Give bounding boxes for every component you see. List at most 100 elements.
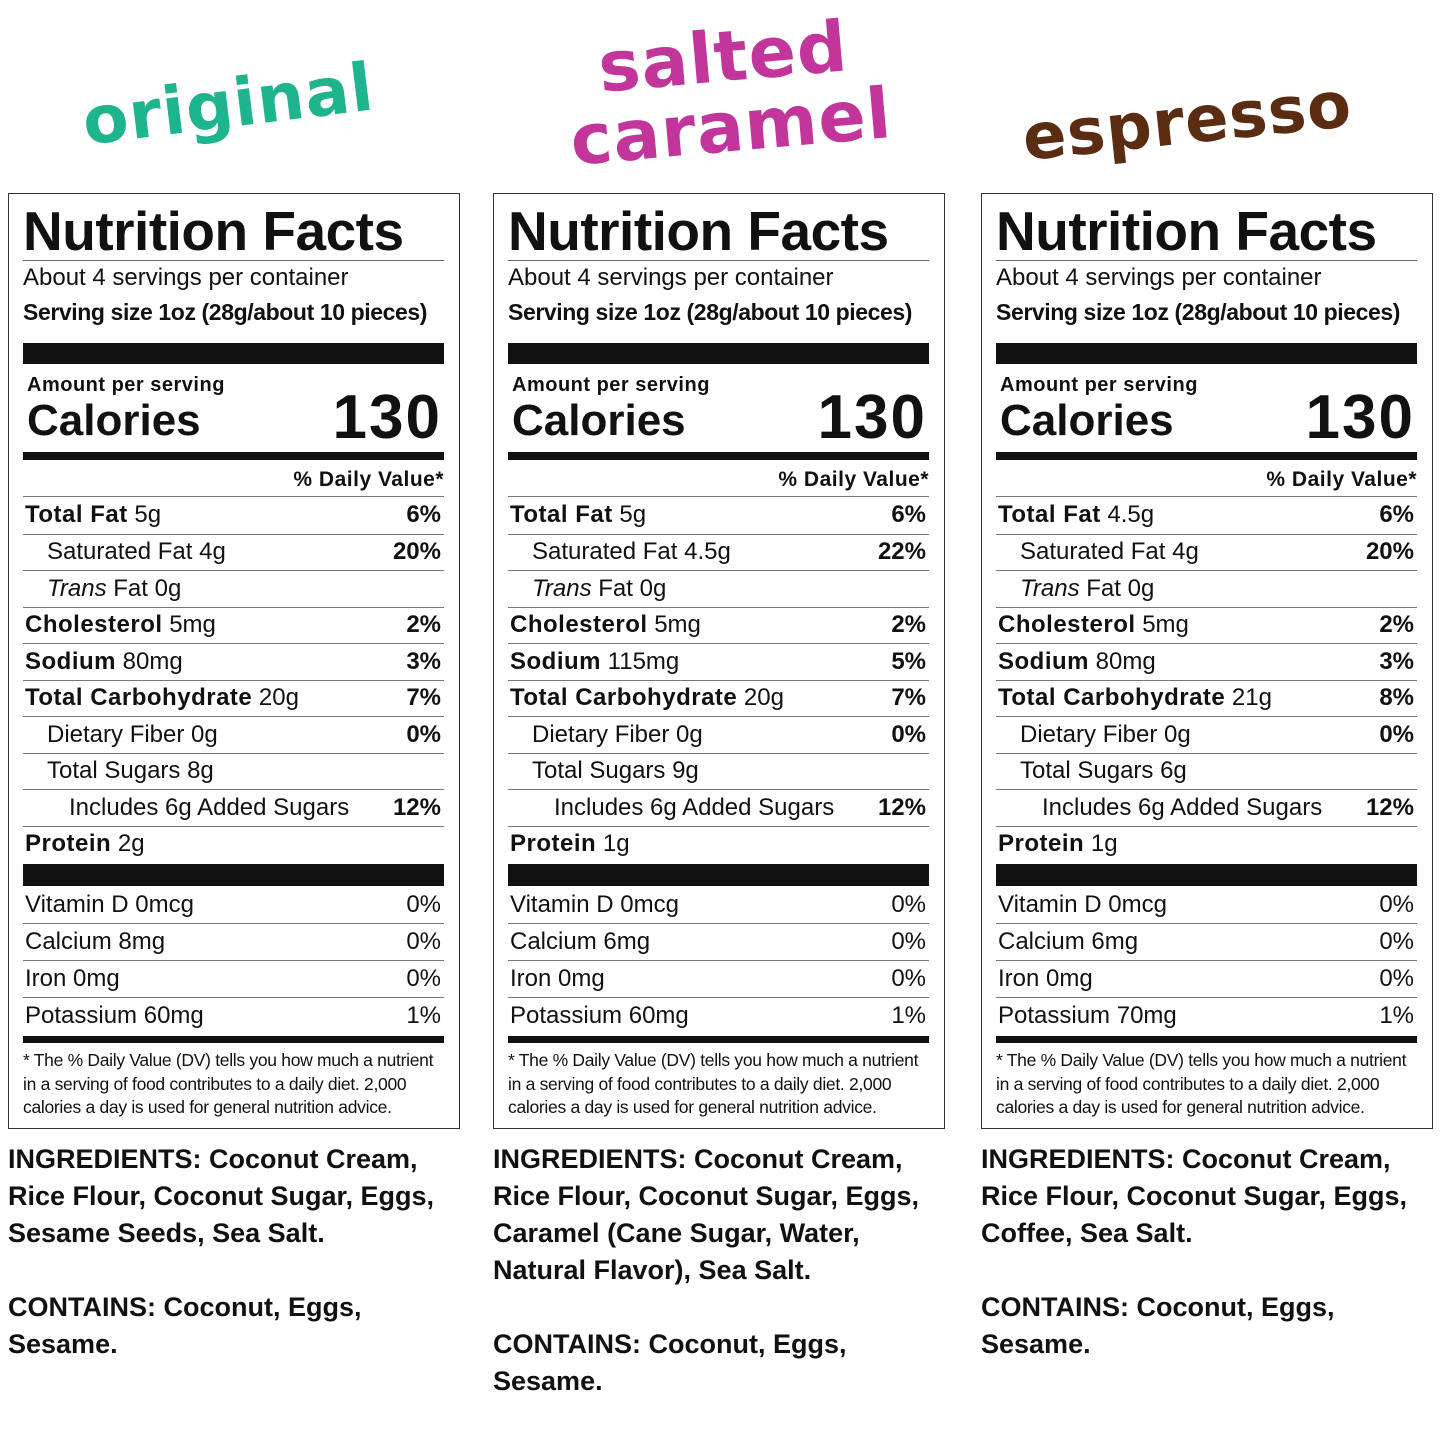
nutrient-name: Protein bbox=[25, 830, 112, 858]
nutrient-row: Sodium 115mg 5% bbox=[508, 643, 929, 680]
nutrient: Total Sugars 8g bbox=[23, 757, 214, 785]
ingredients-block: INGREDIENTS: Coconut Cream, Rice Flour, … bbox=[493, 1141, 943, 1400]
nutrient-row: Protein 1g bbox=[508, 825, 929, 863]
nutrient-row: Cholesterol 5mg 2% bbox=[23, 606, 444, 644]
contains: CONTAINS: Coconut, Eggs, Sesame. bbox=[8, 1289, 458, 1363]
vitamin-name: Calcium bbox=[25, 928, 112, 955]
nutrient-name: Cholesterol bbox=[510, 611, 648, 639]
nutrient-dv: 6% bbox=[406, 501, 441, 529]
serving-size: Serving size 1oz (28g/about 10 pieces) bbox=[23, 299, 428, 325]
nutrient-dv: 6% bbox=[1379, 501, 1414, 529]
ingredients: INGREDIENTS: Coconut Cream, Rice Flour, … bbox=[981, 1141, 1431, 1252]
vitamin-row: Potassium 60mg 1% bbox=[508, 997, 929, 1034]
nutrient-row: Protein 1g bbox=[996, 825, 1417, 863]
nutrient-dv: 22% bbox=[877, 538, 926, 566]
vitamin: Vitamin D 0mcg bbox=[508, 891, 679, 919]
nutrient-row: Total Sugars 8g bbox=[23, 752, 444, 790]
nutrient-amount: 20g bbox=[258, 684, 299, 712]
nutrient-row: Saturated Fat 4.5g 22% bbox=[508, 533, 929, 571]
vitamin-dv: 1% bbox=[891, 1002, 926, 1029]
nutrient-row: Dietary Fiber 0g 0% bbox=[996, 716, 1417, 753]
nutrient-amount: 0g bbox=[1127, 574, 1155, 602]
nutrient: Dietary Fiber 0g bbox=[996, 721, 1191, 749]
nutrient-row: Total Carbohydrate 21g 8% bbox=[996, 679, 1417, 717]
nutrient-name: Cholesterol bbox=[25, 611, 163, 639]
nutrient-amount: 4.5g bbox=[684, 538, 731, 566]
flavor-title: espresso bbox=[1019, 67, 1356, 177]
nutrient-name: Saturated Fat bbox=[1020, 538, 1166, 566]
vitamin: Iron 0mg bbox=[23, 965, 120, 993]
contains-label: CONTAINS: bbox=[493, 1329, 641, 1359]
ingredients-label: INGREDIENTS: bbox=[8, 1144, 202, 1174]
nutrient: Dietary Fiber 0g bbox=[23, 721, 218, 749]
serving-size: Serving size 1oz (28g/about 10 pieces) bbox=[508, 299, 913, 325]
nutrition-label: Nutrition Facts About 4 servings per cont… bbox=[981, 193, 1433, 1129]
thick-rule bbox=[23, 864, 444, 886]
nutrient-row: Includes 6g Added Sugars 12% bbox=[996, 789, 1417, 826]
nutrient-dv: 12% bbox=[1365, 793, 1414, 821]
vitamin-name: Potassium bbox=[510, 1002, 623, 1029]
vitamin-amount: 60mg bbox=[143, 1002, 204, 1029]
label-title: Nutrition Facts bbox=[508, 202, 929, 261]
vitamin-amount: 6mg bbox=[603, 928, 651, 955]
vitamin-name: Calcium bbox=[510, 928, 597, 955]
nutrient-amount: 5mg bbox=[169, 611, 216, 639]
nutrient-amount: 2g bbox=[117, 830, 145, 858]
flavor-title: original bbox=[78, 48, 379, 161]
nutrient-row: Cholesterol 5mg 2% bbox=[996, 606, 1417, 644]
ingredients-text: Coconut Cream, Rice Flour, Coconut Sugar… bbox=[981, 1144, 1408, 1248]
contains-text: Coconut, Eggs, Sesame. bbox=[981, 1292, 1335, 1359]
nutrient: Sodium 80mg bbox=[23, 648, 183, 676]
vitamin-dv: 0% bbox=[1379, 890, 1414, 918]
nutrient-row: Trans Fat 0g bbox=[508, 570, 929, 607]
amount-per-serving: Amount per serving bbox=[27, 374, 225, 396]
nutrient: Protein 1g bbox=[996, 830, 1118, 858]
nutrient-name: Saturated Fat bbox=[532, 538, 678, 566]
nutrition-panel: Nutrition Facts About 4 servings per cont… bbox=[981, 193, 1433, 1400]
nutrient-row: Dietary Fiber 0g 0% bbox=[508, 716, 929, 753]
nutrient-amount: 5mg bbox=[654, 611, 701, 639]
calories-block: Amount per serving Calories 130 bbox=[23, 364, 444, 452]
nutrient-name: Total Sugars bbox=[47, 757, 181, 785]
vitamin: Potassium 70mg bbox=[996, 1002, 1177, 1030]
nutrient: Dietary Fiber 0g bbox=[508, 721, 703, 749]
vitamin-name: Vitamin D bbox=[25, 890, 129, 918]
nutrient-dv: 2% bbox=[406, 611, 441, 639]
nutrient-row: Trans Fat 0g bbox=[996, 570, 1417, 607]
thick-rule bbox=[508, 864, 929, 886]
nutrient-row: Trans Fat 0g bbox=[23, 570, 444, 607]
nutrient-name: Total Carbohydrate bbox=[998, 684, 1226, 712]
ingredients: INGREDIENTS: Coconut Cream, Rice Flour, … bbox=[493, 1141, 943, 1289]
nutrient: Total Sugars 9g bbox=[508, 757, 699, 785]
ingredients: INGREDIENTS: Coconut Cream, Rice Flour, … bbox=[8, 1141, 458, 1252]
nutrient: Total Fat 4.5g bbox=[996, 501, 1154, 529]
thick-rule bbox=[508, 343, 929, 364]
nutrient-name: Sodium bbox=[25, 647, 116, 675]
contains-text: Coconut, Eggs, Sesame. bbox=[493, 1329, 847, 1396]
nutrient: Total Sugars 6g bbox=[996, 757, 1187, 785]
nutrient-amount: 20g bbox=[743, 684, 784, 712]
nutrient: Trans Fat 0g bbox=[23, 575, 181, 603]
thick-rule bbox=[996, 343, 1417, 364]
nutrient-name: Total Sugars bbox=[1020, 757, 1154, 785]
nutrient: Sodium 115mg bbox=[508, 648, 679, 676]
vitamin: Vitamin D 0mcg bbox=[996, 891, 1167, 919]
daily-value-header: % Daily Value* bbox=[23, 460, 444, 497]
nutrient-dv: 2% bbox=[1379, 611, 1414, 639]
nutrient-name: Sodium bbox=[510, 647, 601, 675]
nutrient: Total Carbohydrate 20g bbox=[508, 684, 784, 712]
nutrient-name: Cholesterol bbox=[998, 611, 1136, 639]
medium-rule bbox=[508, 452, 929, 460]
contains: CONTAINS: Coconut, Eggs, Sesame. bbox=[981, 1289, 1431, 1363]
nutrient: Trans Fat 0g bbox=[996, 575, 1154, 603]
nutrient-amount: 0g bbox=[1164, 720, 1191, 748]
vitamin-name: Potassium bbox=[25, 1002, 138, 1029]
nutrient-row: Sodium 80mg 3% bbox=[23, 643, 444, 680]
vitamin-amount: 0mcg bbox=[135, 890, 194, 918]
vitamin-amount: 6mg bbox=[1091, 928, 1139, 955]
nutrient-dv: 7% bbox=[891, 684, 926, 712]
nutrient-amount: 4g bbox=[1172, 538, 1199, 566]
vitamin-dv: 0% bbox=[406, 965, 441, 992]
nutrient-row: Total Carbohydrate 20g 7% bbox=[508, 679, 929, 717]
nutrient-name: Total Carbohydrate bbox=[25, 684, 253, 712]
